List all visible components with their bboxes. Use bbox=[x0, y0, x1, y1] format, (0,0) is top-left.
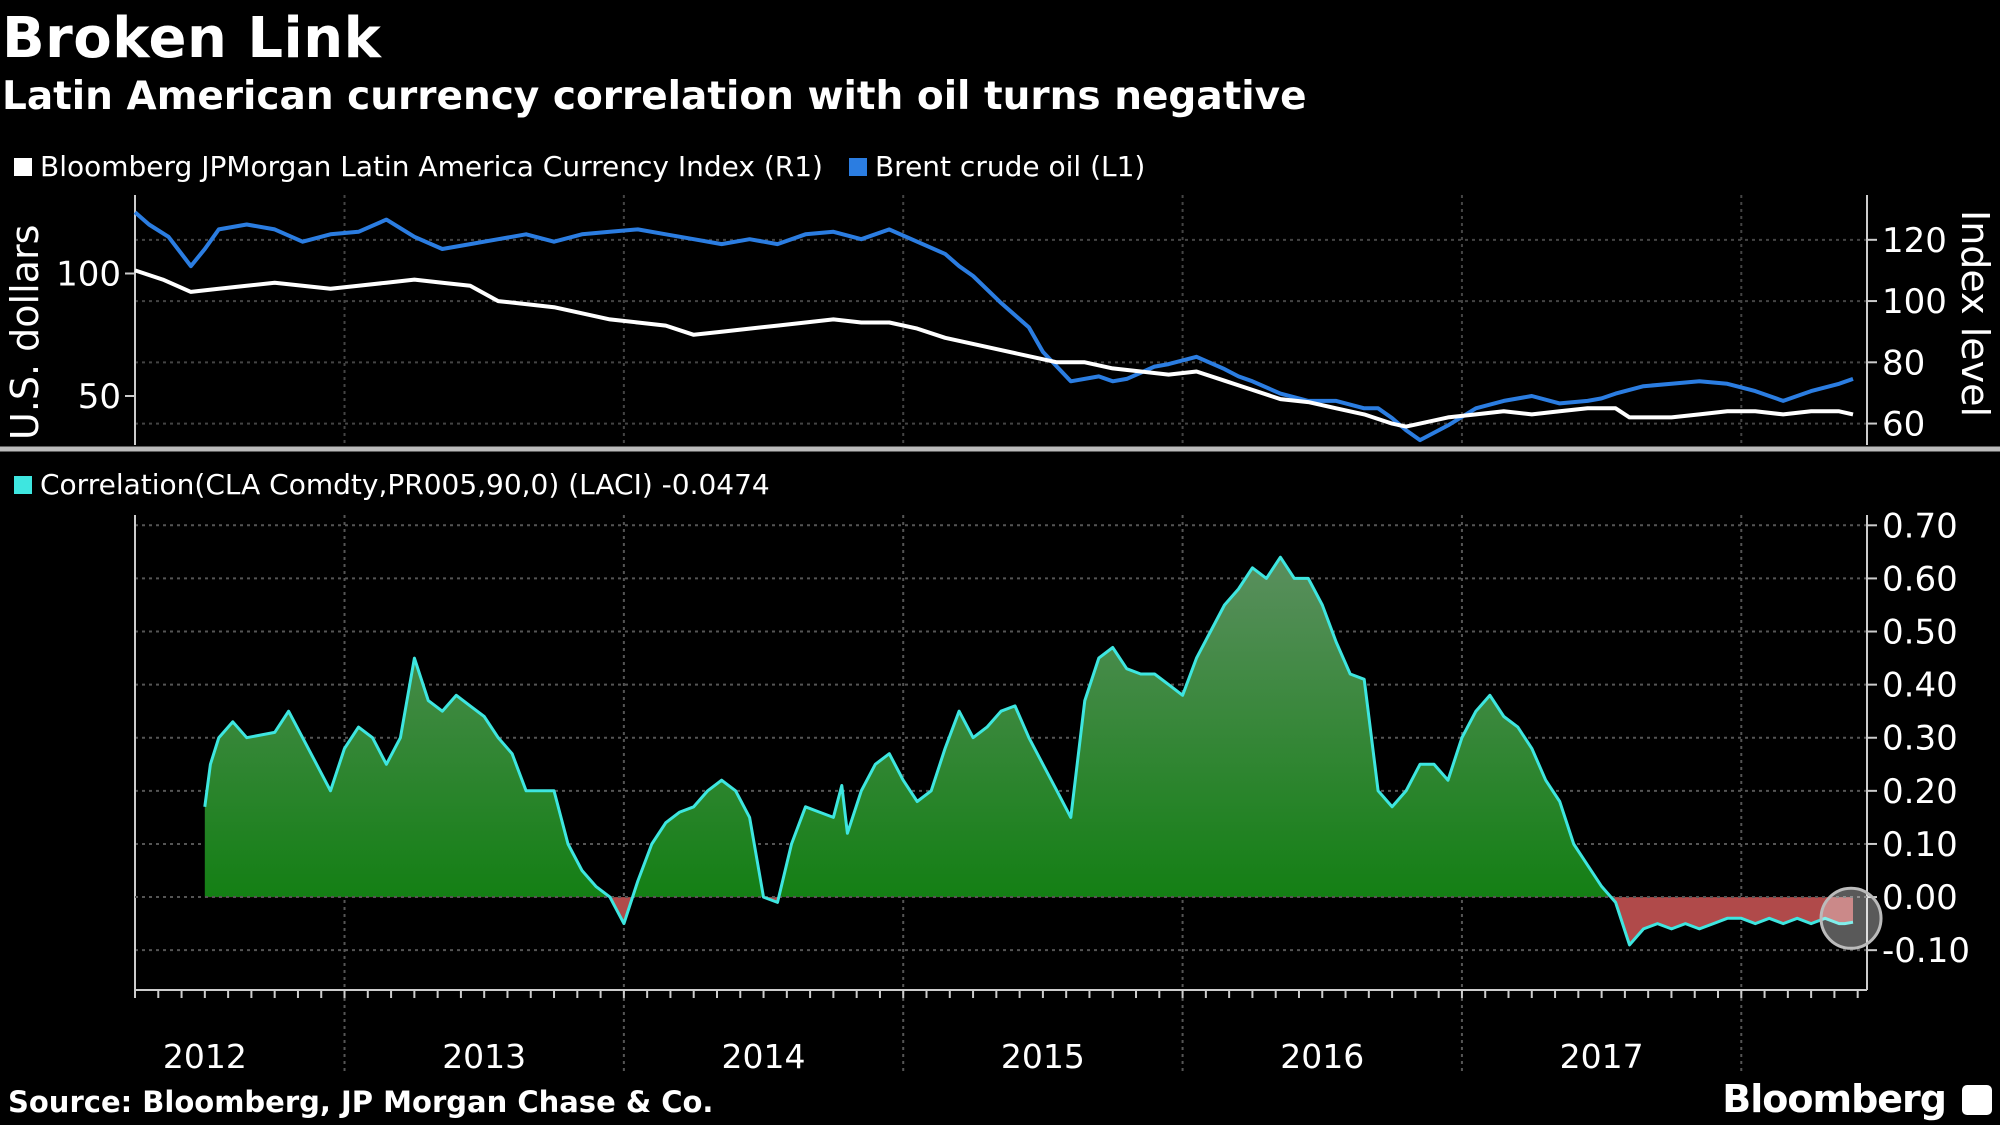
corr-tick-label: 0.70 bbox=[1882, 506, 1958, 546]
left-axis-title: U.S. dollars bbox=[3, 225, 47, 440]
legend-swatch-brent-oil bbox=[848, 157, 867, 176]
corr-tick-label: 0.20 bbox=[1882, 772, 1958, 812]
bottom-legend: Correlation(CLA Comdty,PR005,90,0) (LACI… bbox=[14, 468, 796, 501]
currency-index-line bbox=[134, 268, 1854, 429]
legend-label-currency-index: Bloomberg JPMorgan Latin America Currenc… bbox=[40, 150, 823, 183]
corr-tick-label: 0.40 bbox=[1882, 666, 1958, 706]
x-year-label: 2017 bbox=[1560, 1037, 1644, 1076]
left-tick-label: 50 bbox=[78, 377, 121, 417]
left-tick-label: 100 bbox=[56, 255, 121, 295]
legend-label-brent-oil: Brent crude oil (L1) bbox=[874, 150, 1146, 183]
x-year-label: 2015 bbox=[1001, 1037, 1085, 1076]
corr-tick-label: 0.50 bbox=[1882, 613, 1958, 653]
latest-value-highlight bbox=[1819, 886, 1883, 950]
corr-tick-label: 0.00 bbox=[1882, 878, 1958, 918]
right-tick-label: 120 bbox=[1882, 221, 1947, 261]
right-tick-label: 60 bbox=[1882, 405, 1925, 445]
right-axis-title: Index level bbox=[1953, 210, 1997, 417]
x-year-label: 2016 bbox=[1280, 1037, 1364, 1076]
right-tick-label: 100 bbox=[1882, 282, 1947, 322]
legend-swatch-currency-index bbox=[14, 157, 32, 176]
corr-tick-label: 0.10 bbox=[1882, 825, 1958, 865]
brand-logo-text: Bloomberg bbox=[1722, 1077, 1947, 1121]
brand-chart-icon bbox=[1962, 1085, 1992, 1115]
corr-tick-label: 0.60 bbox=[1882, 559, 1958, 599]
chart-title: Broken Link bbox=[2, 6, 382, 71]
top-legend: Bloomberg JPMorgan Latin America Currenc… bbox=[14, 150, 1171, 183]
brent-oil-line bbox=[133, 210, 1854, 443]
legend-item-currency-index: Bloomberg JPMorgan Latin America Currenc… bbox=[14, 150, 823, 183]
top-panel: 100 50 120 100 80 60 U.S. dollars Index level bbox=[3, 195, 1997, 445]
legend-label-correlation: Correlation(CLA Comdty,PR005,90,0) (LACI… bbox=[40, 468, 770, 501]
corr-tick-label: -0.10 bbox=[1882, 931, 1970, 971]
legend-item-correlation: Correlation(CLA Comdty,PR005,90,0) (LACI… bbox=[14, 468, 770, 501]
correlation-line bbox=[203, 555, 1854, 947]
right-tick-label: 80 bbox=[1882, 343, 1925, 383]
source-note: Source: Bloomberg, JP Morgan Chase & Co. bbox=[8, 1085, 714, 1119]
x-year-label: 2013 bbox=[442, 1037, 526, 1076]
chart-subtitle: Latin American currency correlation with… bbox=[2, 74, 1307, 119]
corr-tick-label: 0.30 bbox=[1882, 719, 1958, 759]
correlation-positive-area bbox=[204, 557, 1611, 898]
legend-swatch-correlation bbox=[14, 475, 32, 494]
legend-item-brent-oil: Brent crude oil (L1) bbox=[848, 150, 1146, 183]
bottom-panel: 0.70 0.60 0.50 0.40 0.30 0.20 0.10 0.00 -0.10 201… bbox=[134, 506, 1970, 1076]
x-year-label: 2012 bbox=[163, 1037, 247, 1076]
x-year-label: 2014 bbox=[722, 1037, 806, 1076]
